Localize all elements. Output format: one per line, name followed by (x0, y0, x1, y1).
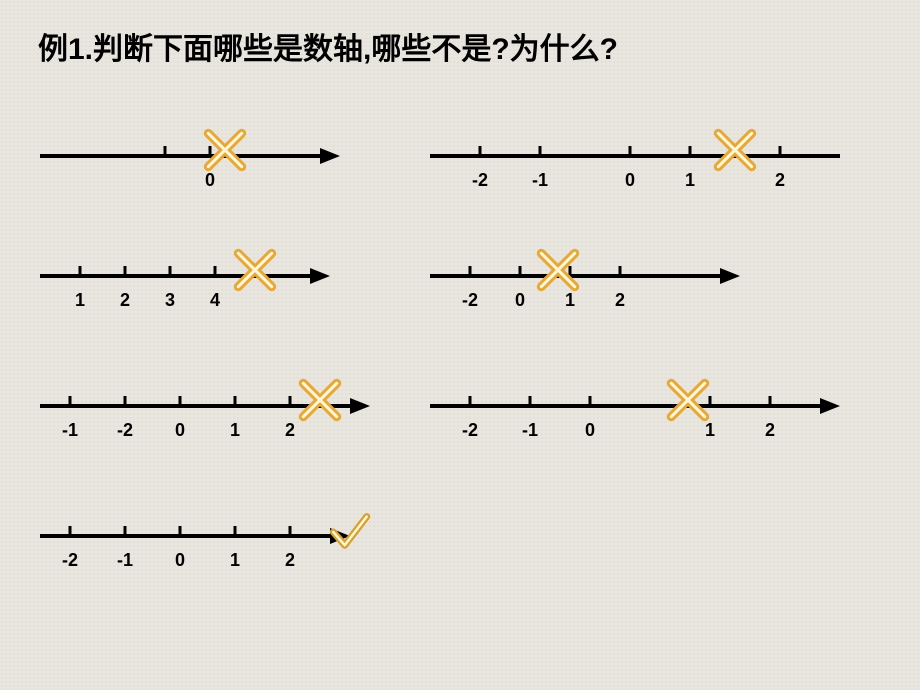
number-line-d1: 0 (40, 140, 340, 201)
svg-text:3: 3 (165, 290, 175, 310)
svg-text:1: 1 (685, 170, 695, 190)
svg-text:1: 1 (565, 290, 575, 310)
svg-text:0: 0 (205, 170, 215, 190)
number-line-d7: -2 -1 0 1 2 (40, 520, 350, 581)
svg-text:-2: -2 (472, 170, 488, 190)
number-line-d6: -2 -1 0 1 2 (430, 390, 840, 451)
svg-text:1: 1 (705, 420, 715, 440)
svg-text:1: 1 (230, 550, 240, 570)
svg-text:2: 2 (775, 170, 785, 190)
svg-text:-2: -2 (62, 550, 78, 570)
svg-text:-1: -1 (117, 550, 133, 570)
svg-text:0: 0 (515, 290, 525, 310)
number-line-d2: -2 -1 0 1 2 (430, 140, 840, 201)
svg-text:2: 2 (615, 290, 625, 310)
svg-text:2: 2 (765, 420, 775, 440)
page-title: 例1.判断下面哪些是数轴,哪些不是?为什么? (38, 24, 618, 68)
svg-text:0: 0 (175, 550, 185, 570)
svg-text:-1: -1 (532, 170, 548, 190)
svg-text:1: 1 (75, 290, 85, 310)
svg-text:0: 0 (175, 420, 185, 440)
number-line-d3: 1 2 3 4 (40, 260, 330, 321)
svg-text:2: 2 (285, 550, 295, 570)
svg-text:4: 4 (210, 290, 220, 310)
svg-text:1: 1 (230, 420, 240, 440)
svg-text:2: 2 (285, 420, 295, 440)
svg-text:-2: -2 (117, 420, 133, 440)
svg-text:-1: -1 (62, 420, 78, 440)
svg-text:0: 0 (585, 420, 595, 440)
number-line-d5: -1 -2 0 1 2 (40, 390, 370, 451)
svg-text:2: 2 (120, 290, 130, 310)
svg-text:-1: -1 (522, 420, 538, 440)
svg-text:0: 0 (625, 170, 635, 190)
svg-text:-2: -2 (462, 290, 478, 310)
number-line-d4: -2 0 1 2 (430, 260, 740, 321)
svg-text:-2: -2 (462, 420, 478, 440)
